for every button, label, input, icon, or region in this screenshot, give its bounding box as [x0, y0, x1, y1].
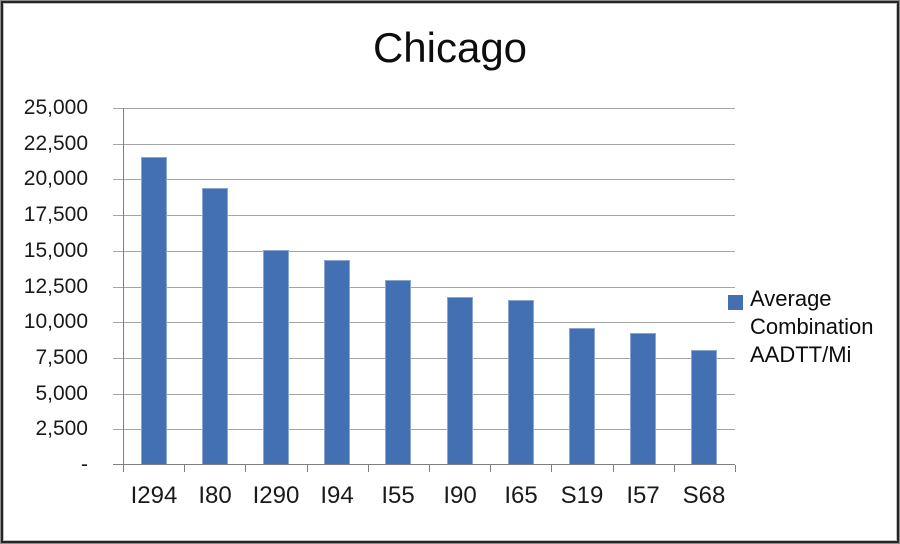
legend-marker-icon [728, 295, 743, 310]
x-axis-line [113, 464, 735, 465]
y-tick-label: 2,500 [35, 417, 88, 440]
gridline [113, 215, 735, 216]
x-axis-tick [245, 465, 246, 472]
x-axis-tick [674, 465, 675, 472]
chart-title: Chicago [372, 24, 528, 71]
gridline [113, 394, 735, 395]
bar-I65 [508, 300, 534, 464]
x-tick-label: I57 [626, 482, 660, 509]
gridline [113, 108, 735, 109]
x-axis-tick [123, 465, 124, 472]
bar-I294 [141, 157, 167, 464]
bar-S68 [691, 350, 717, 464]
gridline [113, 251, 735, 252]
gridline [113, 144, 735, 145]
gridline [113, 179, 735, 180]
x-axis-tick [735, 465, 736, 472]
bar-I80 [202, 188, 228, 464]
bar-I90 [447, 297, 473, 464]
x-tick-label: I94 [320, 482, 354, 509]
x-tick-label: S19 [560, 482, 604, 509]
bar-I290 [263, 250, 289, 464]
gridline [113, 358, 735, 359]
x-axis-tick [307, 465, 308, 472]
x-axis-tick [613, 465, 614, 472]
y-tick-label: 17,500 [23, 203, 88, 226]
x-axis-tick [490, 465, 491, 472]
bar-I57 [630, 333, 656, 464]
x-axis-tick [184, 465, 185, 472]
y-tick-label: 10,000 [23, 310, 88, 333]
gridline [113, 429, 735, 430]
y-tick-label: 22,500 [23, 132, 88, 155]
gridline [113, 287, 735, 288]
gridline [113, 322, 735, 323]
x-tick-label: S68 [682, 482, 726, 509]
y-tick-label: - [81, 453, 88, 476]
y-tick-label: 15,000 [23, 239, 88, 262]
x-axis-tick [429, 465, 430, 472]
plot-area [113, 108, 736, 472]
y-tick-label: 20,000 [23, 167, 88, 190]
x-tick-label: I294 [130, 482, 178, 509]
x-axis-tick [551, 465, 552, 472]
y-tick-label: 5,000 [35, 382, 88, 405]
x-tick-label: I290 [252, 482, 300, 509]
x-tick-label: I65 [504, 482, 538, 509]
bar-I55 [385, 280, 411, 464]
bar-I94 [324, 260, 350, 464]
x-tick-label: I55 [381, 482, 415, 509]
legend-label: Average Combination AADTT/Mi [750, 286, 874, 367]
x-axis-tick [368, 465, 369, 472]
y-axis-line [123, 108, 124, 465]
y-tick-label: 7,500 [35, 346, 88, 369]
y-tick-label: 25,000 [23, 96, 88, 119]
y-tick-label: 12,500 [23, 275, 88, 298]
x-tick-label: I80 [198, 482, 232, 509]
bar-S19 [569, 328, 595, 464]
x-tick-label: I90 [443, 482, 477, 509]
